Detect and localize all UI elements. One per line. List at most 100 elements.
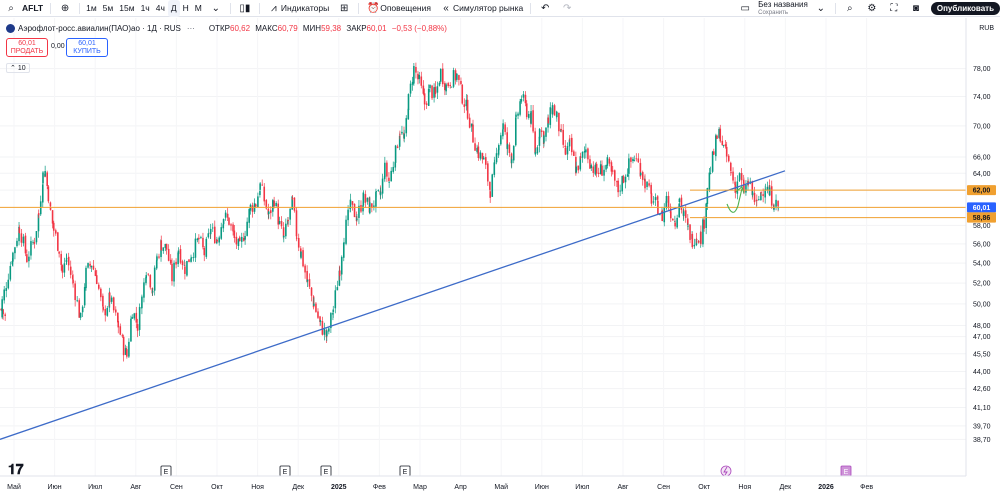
candle bbox=[525, 100, 528, 120]
currency-label[interactable]: RUB bbox=[979, 25, 994, 32]
candle bbox=[259, 181, 261, 191]
candle bbox=[156, 253, 158, 267]
interval-5m[interactable]: 5м bbox=[102, 3, 114, 13]
candle-body bbox=[259, 191, 261, 195]
interval-1h[interactable]: 1ч bbox=[140, 3, 150, 13]
interval-4h[interactable]: 4ч bbox=[155, 3, 165, 13]
chart-type-button[interactable]: ▯▮ bbox=[234, 0, 256, 17]
candle bbox=[644, 174, 646, 193]
redo-button[interactable]: ↷ bbox=[556, 0, 578, 17]
layout-status: Сохранить bbox=[758, 9, 788, 16]
candle bbox=[592, 161, 595, 177]
tradingview-logo-icon[interactable]: 𝟏𝟕 bbox=[8, 462, 24, 478]
candle bbox=[171, 258, 173, 286]
candle bbox=[16, 237, 18, 248]
interval-week[interactable]: Н bbox=[182, 3, 189, 13]
price-tick-label: 50,00 bbox=[973, 301, 991, 308]
candle-body bbox=[85, 267, 87, 289]
indicators-label: Индикаторы bbox=[280, 3, 330, 13]
candle-body bbox=[343, 242, 345, 244]
interval-1m[interactable]: 1м bbox=[86, 3, 97, 13]
candle bbox=[207, 228, 210, 239]
candle bbox=[7, 273, 10, 290]
candle bbox=[74, 280, 76, 307]
candle-body bbox=[164, 243, 167, 248]
candle bbox=[495, 147, 498, 165]
candle-body bbox=[306, 270, 308, 282]
settings-dots-icon[interactable]: ⋯ bbox=[186, 24, 195, 33]
candle-body bbox=[72, 279, 74, 284]
candle bbox=[203, 246, 206, 262]
candle bbox=[564, 145, 567, 156]
candle-body bbox=[522, 94, 525, 98]
candle bbox=[630, 156, 632, 168]
price-chart[interactable]: E E E E E 78,00 74,00 70,00 66,00 64,00 62,00 58,0… bbox=[0, 18, 1000, 494]
candle bbox=[72, 274, 74, 288]
templates-button[interactable]: ⊞ bbox=[333, 0, 355, 17]
candle-body bbox=[665, 196, 668, 203]
candle bbox=[177, 247, 180, 256]
candle bbox=[606, 154, 609, 169]
publish-button[interactable]: Опубликовать bbox=[930, 2, 1000, 15]
candle bbox=[641, 170, 644, 186]
time-tick-label: Мар bbox=[413, 484, 427, 491]
volume-indicator-toggle[interactable]: ⌃ 10 bbox=[6, 63, 30, 73]
candle bbox=[543, 134, 545, 147]
compare-symbol-button[interactable]: ⊕ bbox=[54, 0, 76, 17]
gear-icon: ⚙ bbox=[867, 3, 877, 14]
indicators-button[interactable]: ⩘ Индикаторы bbox=[263, 0, 333, 17]
candle bbox=[261, 179, 263, 186]
candle-body bbox=[463, 104, 466, 107]
price-tick-label: 45,50 bbox=[973, 351, 991, 358]
sell-button[interactable]: 60,01 ПРОДАТЬ bbox=[6, 38, 48, 57]
candle-body bbox=[743, 183, 745, 193]
candle-body bbox=[644, 179, 646, 189]
quick-search-button[interactable]: ⌕ bbox=[839, 0, 861, 17]
alarm-icon: ⏰ bbox=[366, 2, 380, 14]
candle bbox=[418, 72, 421, 84]
candle-body bbox=[381, 178, 384, 194]
symbol-search[interactable]: ⌕ AFLT bbox=[0, 0, 47, 17]
settings-button[interactable]: ⚙ bbox=[861, 0, 883, 17]
candle bbox=[78, 298, 81, 318]
candle bbox=[727, 154, 730, 163]
snapshot-button[interactable]: ◙ bbox=[905, 0, 927, 17]
buy-button[interactable]: 60,01 КУПИТЬ bbox=[66, 38, 108, 57]
interval-day[interactable]: Д bbox=[167, 0, 180, 17]
candle bbox=[438, 81, 441, 87]
candle bbox=[317, 308, 319, 319]
candle bbox=[300, 251, 302, 260]
candle-body bbox=[128, 341, 130, 357]
candle bbox=[431, 84, 433, 100]
candle bbox=[722, 144, 725, 148]
candle bbox=[540, 127, 543, 138]
candle-body bbox=[417, 73, 419, 80]
candle-body bbox=[617, 180, 619, 193]
undo-button[interactable]: ↶ bbox=[534, 0, 556, 17]
candle bbox=[85, 265, 87, 291]
interval-15m[interactable]: 15м bbox=[119, 3, 135, 13]
candle-body bbox=[272, 200, 274, 212]
trendline bbox=[0, 170, 786, 440]
replay-button[interactable]: « Симулятор рынка bbox=[435, 0, 527, 17]
interval-month[interactable]: М bbox=[194, 3, 202, 13]
candle bbox=[411, 76, 414, 91]
candle bbox=[121, 333, 124, 338]
candle-body bbox=[35, 231, 38, 243]
candle bbox=[632, 156, 634, 164]
candle-body bbox=[568, 139, 571, 147]
search-icon: ⌕ bbox=[8, 2, 14, 14]
candle bbox=[283, 235, 285, 243]
candle-body bbox=[334, 290, 337, 309]
candle-body bbox=[211, 227, 214, 229]
candle-body bbox=[500, 135, 502, 145]
candle bbox=[444, 81, 446, 96]
candle bbox=[94, 267, 97, 277]
alerts-button[interactable]: ⏰ Оповещения bbox=[362, 0, 435, 17]
candle-body bbox=[724, 144, 727, 147]
interval-dropdown[interactable]: ⌄ bbox=[205, 0, 227, 17]
layouts-button[interactable]: ▭ Без названия Сохранить ⌄ bbox=[734, 0, 832, 17]
candle bbox=[670, 206, 672, 222]
candle bbox=[628, 153, 630, 181]
fullscreen-button[interactable]: ⛶ bbox=[883, 0, 905, 17]
